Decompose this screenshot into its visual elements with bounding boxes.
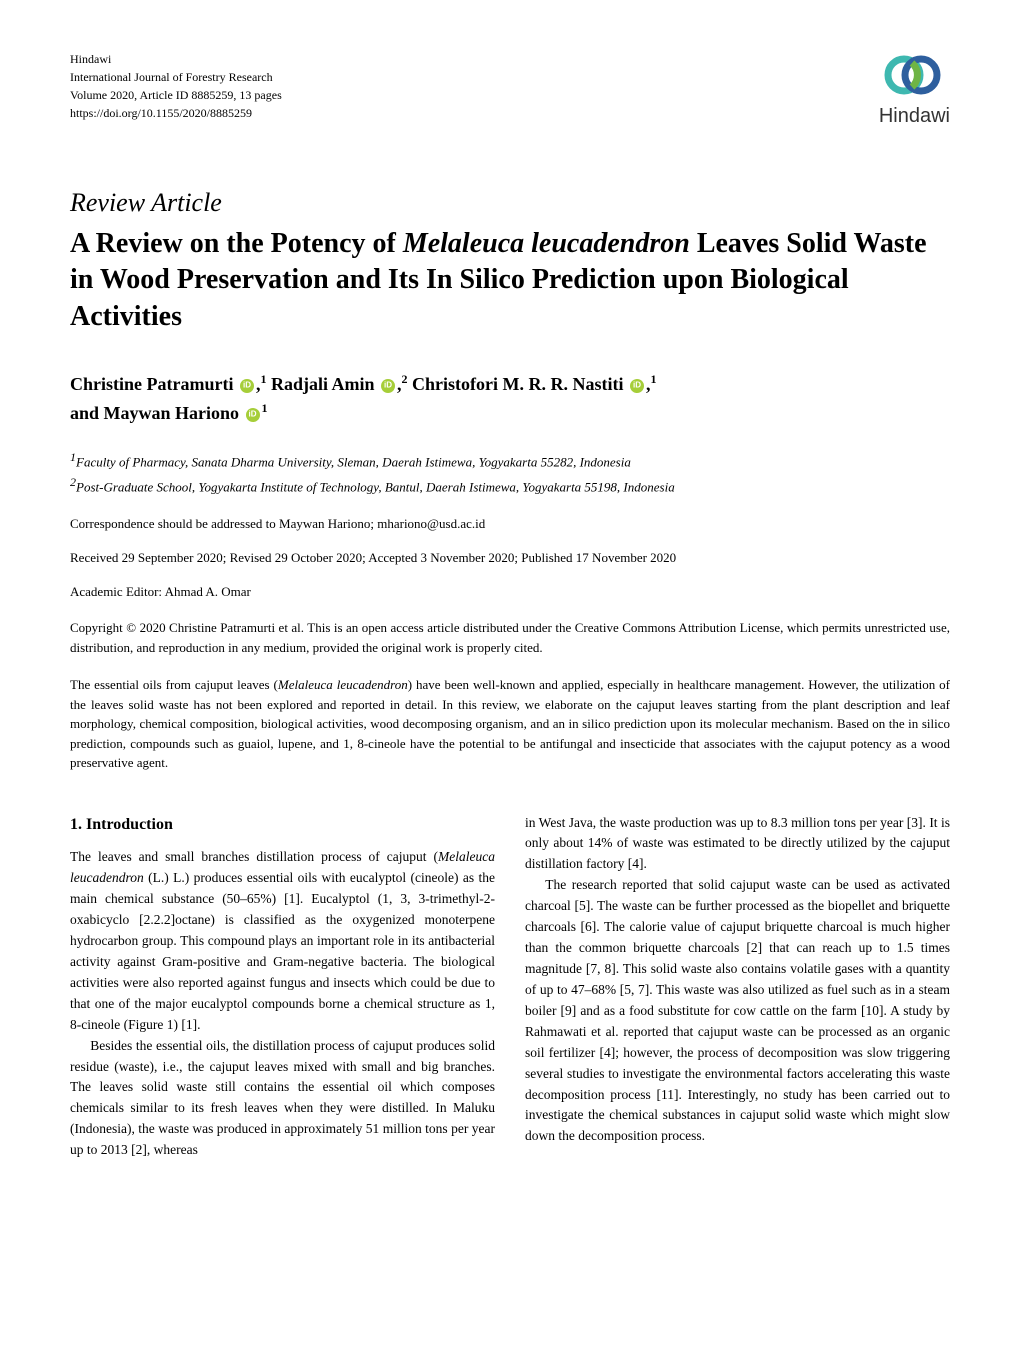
author-1: Christine Patramurti: [70, 374, 233, 394]
journal-name: International Journal of Forestry Resear…: [70, 68, 282, 86]
affiliations-block: 1Faculty of Pharmacy, Sanata Dharma Univ…: [70, 448, 950, 498]
title-italic: Melaleuca leucadendron: [403, 228, 690, 259]
intro-para-1: The leaves and small branches distillati…: [70, 847, 495, 1035]
aff1-text: Faculty of Pharmacy, Sanata Dharma Unive…: [76, 454, 631, 469]
author-3-aff: 1: [650, 372, 656, 386]
author-2-aff: 2: [402, 372, 408, 386]
abstract: The essential oils from cajuput leaves (…: [70, 675, 950, 773]
publisher-name: Hindawi: [70, 50, 282, 68]
author-1-aff: 1: [260, 372, 266, 386]
journal-info: Hindawi International Journal of Forestr…: [70, 50, 282, 122]
logo-text: Hindawi: [879, 105, 950, 128]
author-4: Maywan Hariono: [104, 403, 240, 423]
author-2: Radjali Amin: [271, 374, 375, 394]
affiliation-1: 1Faculty of Pharmacy, Sanata Dharma Univ…: [70, 448, 950, 473]
article-type: Review Article: [70, 188, 950, 218]
publisher-logo: Hindawi: [879, 50, 950, 128]
body-columns: 1. Introduction The leaves and small bra…: [70, 813, 950, 1162]
author-4-pre: and: [70, 403, 104, 423]
publication-dates: Received 29 September 2020; Revised 29 O…: [70, 550, 950, 566]
section-1-heading: 1. Introduction: [70, 813, 495, 838]
intro-para-2-cont: in West Java, the waste production was u…: [525, 813, 950, 876]
title-part1: A Review on the Potency of: [70, 228, 403, 259]
doi-link[interactable]: https://doi.org/10.1155/2020/8885259: [70, 104, 282, 122]
article-title: A Review on the Potency of Melaleuca leu…: [70, 226, 950, 335]
abstract-p1: The essential oils from cajuput leaves (: [70, 677, 278, 692]
academic-editor: Academic Editor: Ahmad A. Omar: [70, 584, 950, 600]
intro-para-3: The research reported that solid cajuput…: [525, 875, 950, 1147]
orcid-icon[interactable]: [381, 379, 395, 393]
author-4-aff: 1: [262, 401, 268, 415]
aff2-text: Post-Graduate School, Yogyakarta Institu…: [76, 479, 675, 494]
author-3: Christofori M. R. R. Nastiti: [412, 374, 623, 394]
intro-para-2: Besides the essential oils, the distilla…: [70, 1036, 495, 1162]
correspondence: Correspondence should be addressed to Ma…: [70, 516, 950, 532]
orcid-icon[interactable]: [630, 379, 644, 393]
volume-info: Volume 2020, Article ID 8885259, 13 page…: [70, 86, 282, 104]
column-right: in West Java, the waste production was u…: [525, 813, 950, 1162]
p1-post: (L.) L.) produces essential oils with eu…: [70, 870, 495, 1031]
affiliation-2: 2Post-Graduate School, Yogyakarta Instit…: [70, 473, 950, 498]
orcid-icon[interactable]: [246, 408, 260, 422]
authors-block: Christine Patramurti ,1 Radjali Amin ,2 …: [70, 370, 950, 428]
header-row: Hindawi International Journal of Forestr…: [70, 50, 950, 128]
abstract-italic: Melaleuca leucadendron: [278, 677, 408, 692]
p1-pre: The leaves and small branches distillati…: [70, 849, 438, 864]
column-left: 1. Introduction The leaves and small bra…: [70, 813, 495, 1162]
copyright-notice: Copyright © 2020 Christine Patramurti et…: [70, 618, 950, 657]
hindawi-logo-icon: [879, 50, 949, 100]
orcid-icon[interactable]: [240, 379, 254, 393]
